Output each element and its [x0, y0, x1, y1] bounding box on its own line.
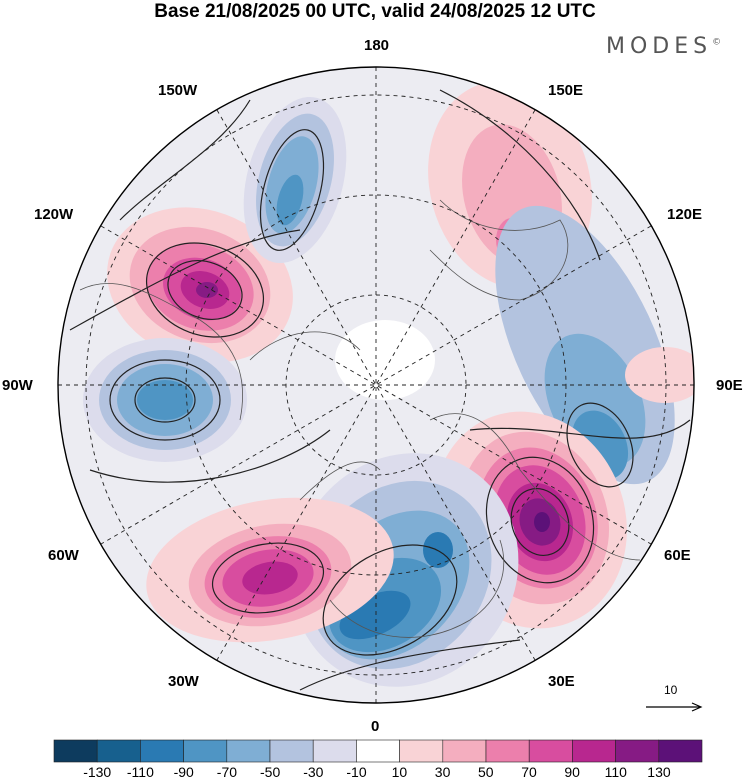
colorbar-cell [658, 739, 703, 763]
lon-label-150w: 150W [158, 82, 198, 99]
colorbar-label: -90 [173, 764, 194, 780]
colorbar-cell [226, 739, 271, 763]
coastlines [79, 199, 641, 638]
anom-pos-45w [146, 497, 394, 643]
colorbar [53, 739, 703, 763]
lon-label-60w: 60W [48, 547, 79, 564]
lon-label-30e: 30E [548, 673, 575, 690]
colorbar-cell [269, 739, 314, 763]
colorbar-cell [140, 739, 184, 763]
colorbar-label: 110 [604, 764, 627, 780]
lon-label-90e: 90E [716, 377, 743, 394]
lon-label-60e: 60E [664, 547, 691, 564]
colorbar-cell [528, 739, 573, 763]
polar-cap [335, 320, 435, 400]
colorbar-label: 30 [434, 764, 451, 780]
reference-vector-label: 10 [664, 683, 678, 697]
colorbar-label: -110 [126, 764, 154, 780]
reference-vector-arrow-icon [646, 702, 703, 712]
colorbar-label: -130 [83, 764, 112, 780]
streamlines [69, 89, 691, 691]
lon-label-0: 0 [371, 718, 380, 735]
colorbar-cell [442, 739, 487, 763]
colorbar-cell [312, 739, 357, 763]
anom-neg-90e [495, 205, 694, 485]
colorbar-cell [615, 739, 660, 763]
map-title: Base 21/08/2025 00 UTC, valid 24/08/2025… [154, 1, 596, 22]
colorbar-cell [572, 739, 616, 763]
lon-label-120w: 120W [34, 206, 74, 223]
anom-neg-90w [83, 338, 247, 462]
colorbar-label: 130 [647, 764, 671, 780]
anom-neg-150w [243, 96, 347, 264]
lon-label-120e: 120E [667, 206, 703, 223]
colorbar-label: 90 [564, 764, 580, 780]
colorbar-cell [485, 739, 530, 763]
lon-label-90w: 90W [2, 377, 33, 394]
colorbar-cell [183, 739, 228, 763]
colorbar-label: -30 [303, 764, 324, 780]
colorbar-label: -70 [216, 764, 238, 780]
colorbar-label: 70 [521, 764, 537, 780]
brand-mark: © [712, 37, 722, 48]
colorbar-cell [53, 739, 98, 763]
colorbar-label: 50 [478, 764, 494, 780]
graticule [58, 67, 694, 703]
brand-name: MODES [606, 34, 713, 59]
lon-label-150e: 150E [548, 82, 584, 99]
colorbar-cell [399, 739, 444, 763]
colorbar-label: 10 [391, 764, 408, 780]
lon-label-30w: 30W [168, 673, 199, 690]
colorbar-cell [96, 739, 141, 763]
colorbar-label: -50 [260, 764, 281, 780]
modes-logo: MODES© [606, 34, 721, 59]
colorbar-label: -10 [346, 764, 367, 780]
lon-label-180: 180 [364, 37, 390, 54]
colorbar-cell [356, 739, 400, 763]
map-border [57, 66, 695, 704]
